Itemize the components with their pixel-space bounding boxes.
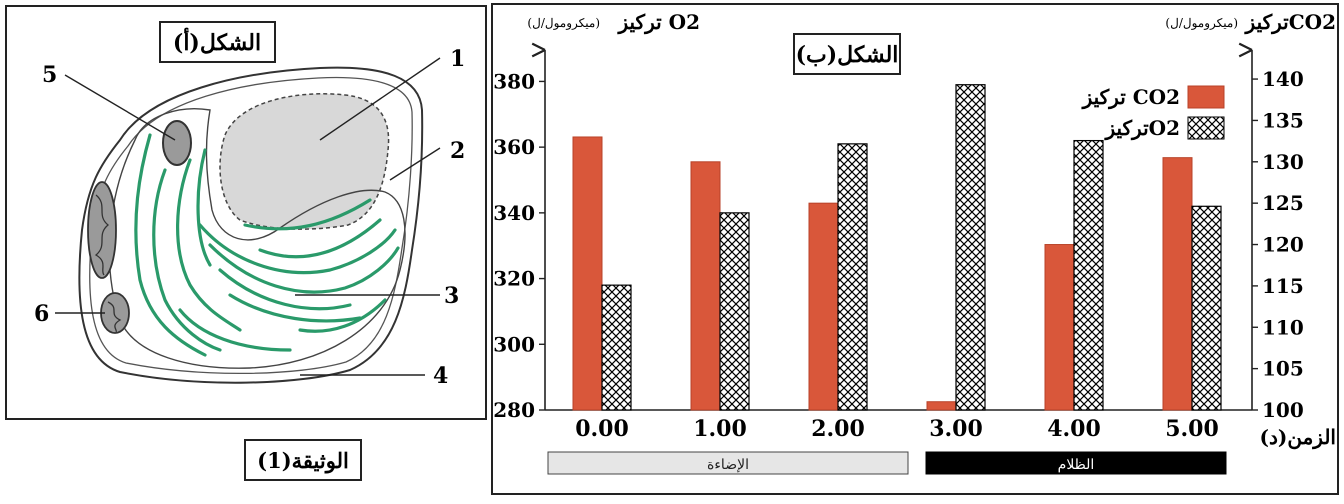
label-3: 3 [444, 283, 459, 309]
x-tick-label: 0.00 [575, 416, 629, 442]
x-tick-label: 5.00 [1165, 416, 1219, 442]
light-phase-label: الإضاءة [707, 457, 749, 473]
bar-o2 [955, 84, 986, 411]
bar-o2 [719, 212, 750, 411]
legend-swatch-co2 [1187, 85, 1225, 109]
label-2: 2 [450, 138, 465, 164]
vacuole [219, 93, 390, 230]
bar-o2 [1191, 205, 1222, 411]
figure-b-title: الشكل(ب) [796, 42, 899, 68]
x-tick-label: 3.00 [929, 416, 983, 442]
left-axis-unit: (ميكرومول/ل) [527, 16, 600, 30]
label-6: 6 [34, 301, 49, 327]
left-tick-label: 340 [493, 201, 535, 225]
legend-label-co2: تركيز CO2 [1081, 85, 1180, 110]
left-tick-label: 360 [493, 135, 535, 159]
figure-a-panel: الشكل(أ) [5, 5, 487, 420]
light-phase-bar [547, 451, 909, 475]
bar-o2 [837, 143, 868, 411]
figure-a-border [5, 5, 487, 420]
x-tick-label: 2.00 [811, 416, 865, 442]
figure-a-title: الشكل(أ) [173, 27, 261, 56]
bar-co2 [808, 202, 839, 411]
nucleus [162, 120, 192, 166]
bar-co2 [926, 401, 957, 411]
left-axis-title: تركيز O2 [616, 10, 700, 35]
right-tick-label: 110 [1262, 315, 1304, 339]
right-tick-label: 140 [1262, 67, 1304, 91]
organelle-group [87, 181, 130, 334]
right-tick-label: 115 [1262, 274, 1304, 298]
dark-phase-bar [925, 451, 1227, 475]
label-5: 5 [42, 62, 57, 88]
bar-co2 [1044, 244, 1075, 411]
bar-co2 [1162, 157, 1193, 411]
dark-phase-label: الظلام [1058, 457, 1095, 473]
bars-group [572, 84, 1222, 411]
right-tick-label: 100 [1262, 398, 1304, 422]
left-axis-ticks: 280 300 320 340 360 380 [493, 69, 545, 422]
document-label: الوثيقة(1) [257, 448, 349, 474]
figure-b-panel: الشكل(ب) تركيز O2 (ميكرومول/ل) تركيزCO2 … [491, 3, 1339, 495]
right-axis-ticks: 100 105 110 115 120 125 130 135 140 [1252, 67, 1304, 422]
bar-co2 [572, 136, 603, 411]
left-tick-label: 380 [493, 69, 535, 93]
label-lines [55, 57, 441, 376]
x-tick-label: 1.00 [693, 416, 747, 442]
label-1: 1 [450, 46, 465, 72]
right-tick-label: 135 [1262, 108, 1304, 132]
bar-o2 [1073, 139, 1104, 411]
x-tick-label: 4.00 [1047, 416, 1101, 442]
legend: تركيز CO2 تركيزO2 [1081, 85, 1225, 141]
figure-b-title-box [793, 33, 901, 75]
bar-co2 [690, 161, 721, 411]
right-tick-label: 105 [1262, 357, 1304, 381]
left-tick-label: 300 [493, 332, 535, 356]
left-tick-label: 280 [493, 398, 535, 422]
right-tick-label: 130 [1262, 150, 1304, 174]
x-axis-title: الزمن(د) [1260, 425, 1336, 450]
x-tick-labels: 0.00 1.00 2.00 3.00 4.00 5.00 [575, 416, 1219, 442]
green-strands [134, 133, 400, 357]
document-label-box [244, 439, 362, 481]
figure-a-title-box [159, 21, 276, 63]
right-axis-title: تركيزCO2 [1244, 10, 1336, 35]
figure-b-border [491, 3, 1339, 495]
legend-swatch-o2 [1187, 116, 1225, 140]
organelle-upper [87, 181, 117, 279]
right-tick-label: 125 [1262, 191, 1304, 215]
right-axis-unit: (ميكرومول/ل) [1165, 16, 1238, 30]
label-4: 4 [433, 363, 448, 389]
left-tick-label: 320 [493, 267, 535, 291]
legend-label-o2: تركيزO2 [1103, 116, 1180, 141]
right-tick-label: 120 [1262, 233, 1304, 257]
bar-o2 [601, 284, 632, 411]
